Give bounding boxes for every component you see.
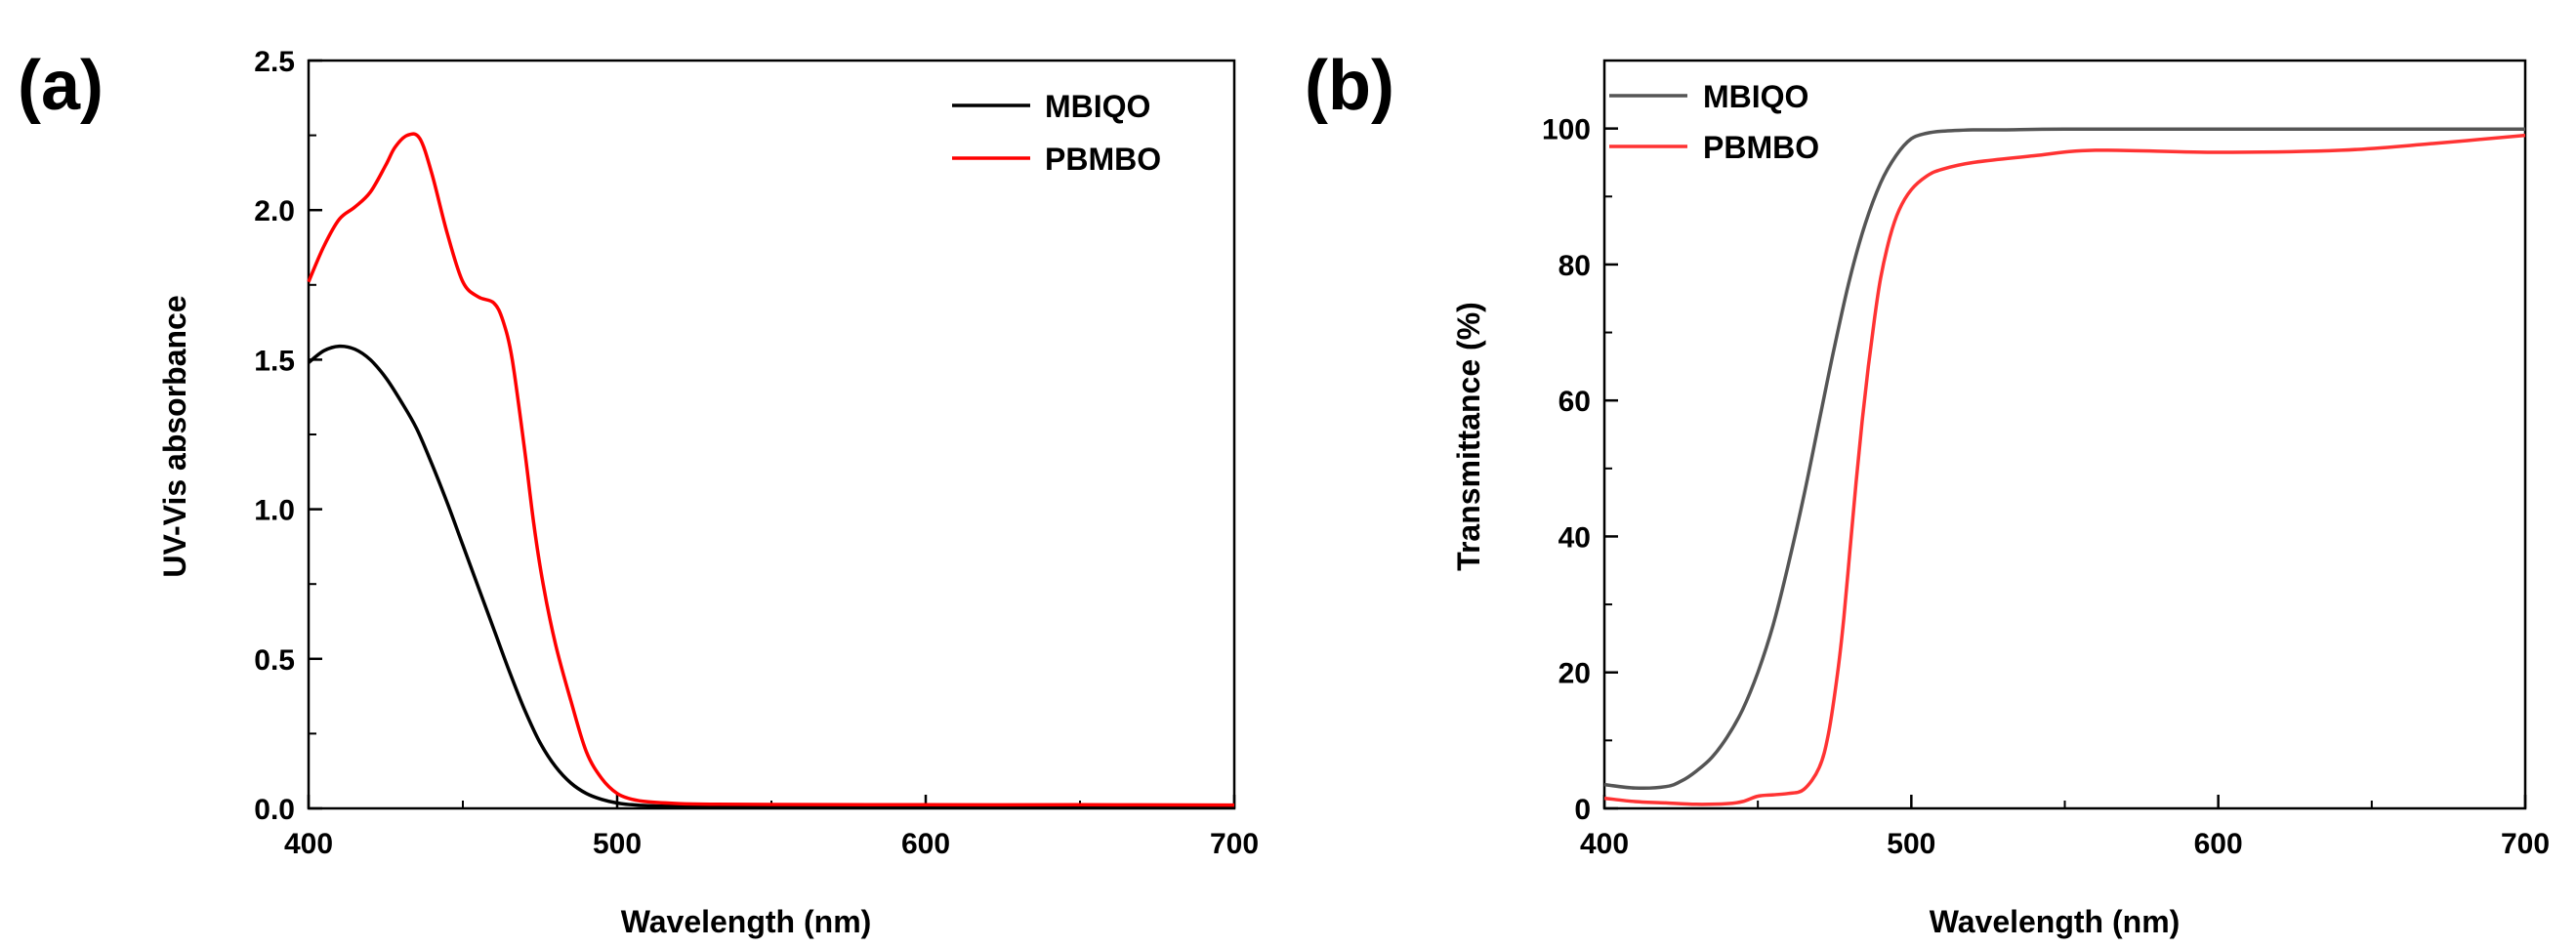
y-tick-label-a-3: 1.5 [254, 345, 295, 377]
legend-label-b-mbiqo: MBIQO [1703, 79, 1808, 114]
x-tick-label-b-700: 700 [2501, 828, 2550, 860]
panel-label-a: (a) [18, 47, 104, 125]
x-tick-label-a-700: 700 [1210, 828, 1259, 860]
x-axis-label-b: Wavelength (nm) [1930, 904, 2181, 939]
x-tick-label-a-500: 500 [593, 828, 642, 860]
legend-label-a-mbiqo: MBIQO [1045, 89, 1150, 124]
y-axis-label-b: Transmittance (%) [1451, 302, 1486, 571]
series-line-a-pbmbo [307, 132, 1235, 807]
y-tick-label-b-4: 80 [1558, 250, 1591, 282]
legend-label-b-pbmbo: PBMBO [1703, 130, 1819, 165]
x-tick-label-a-600: 600 [901, 828, 950, 860]
x-tick-label-a-400: 400 [284, 828, 333, 860]
series-line-b-pbmbo [1603, 133, 2526, 806]
series-group-b [1603, 127, 2526, 806]
legend-a: MBIQO PBMBO [952, 89, 1161, 177]
y-tick-label-a-0: 0.0 [254, 794, 295, 826]
series-group-a [307, 132, 1235, 809]
y-tick-label-b-5: 100 [1542, 114, 1591, 146]
y-axis-label-a: UV-Vis absorbance [157, 295, 192, 577]
legend-label-a-pbmbo: PBMBO [1045, 142, 1161, 177]
axis-ticks-a: 400 500 600 700 0.0 0.5 1.0 1.5 2.0 2.5 [254, 46, 1259, 860]
y-tick-label-a-2: 1.0 [254, 495, 295, 527]
y-tick-label-a-1: 0.5 [254, 644, 295, 677]
y-tick-label-a-5: 2.5 [254, 46, 295, 78]
series-line-a-mbiqo [307, 344, 1234, 809]
plot-area-b [1602, 59, 2527, 810]
y-tick-label-b-3: 60 [1558, 386, 1591, 418]
y-tick-label-a-4: 2.0 [254, 195, 295, 227]
plot-frame-b [1602, 59, 2527, 810]
legend-b: MBIQO PBMBO [1609, 79, 1819, 165]
axis-ticks-b: 400 500 600 700 0 20 40 60 80 100 [1542, 114, 2550, 860]
x-axis-label-a: Wavelength (nm) [621, 904, 872, 939]
x-tick-label-b-400: 400 [1580, 828, 1629, 860]
x-tick-label-b-500: 500 [1887, 828, 1935, 860]
panel-a: (a) 400 500 600 700 0.0 0.5 1.0 1.5 2.0 2.5 MBIQO… [18, 46, 1259, 939]
x-tick-label-b-600: 600 [2194, 828, 2243, 860]
y-tick-label-b-0: 0 [1574, 794, 1591, 826]
panel-label-b: (b) [1305, 47, 1394, 125]
y-tick-label-b-2: 40 [1558, 521, 1591, 554]
series-line-b-mbiqo [1603, 127, 2525, 790]
panel-b: (b) 400 500 600 700 0 20 40 60 80 100 MBIQO PBMBO… [1305, 47, 2550, 939]
y-tick-label-b-1: 20 [1558, 658, 1591, 690]
